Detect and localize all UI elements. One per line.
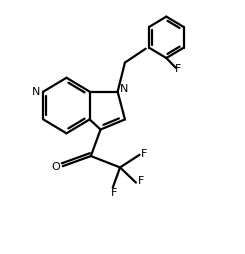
Text: F: F — [175, 64, 181, 74]
Text: N: N — [32, 87, 41, 97]
Text: N: N — [120, 84, 129, 94]
Text: F: F — [138, 176, 144, 186]
Text: O: O — [52, 162, 60, 172]
Text: F: F — [111, 188, 117, 198]
Text: F: F — [141, 149, 147, 158]
